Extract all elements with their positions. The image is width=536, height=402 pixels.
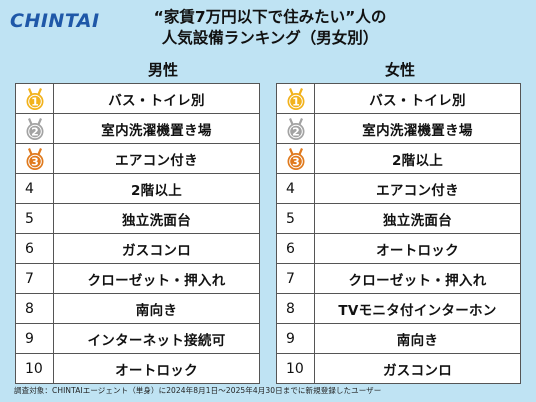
rank-number: 5 (286, 210, 295, 227)
rank-cell: 10 (276, 353, 315, 384)
table-row: 10 ガスコンロ (276, 353, 521, 384)
rank-cell: 9 (276, 323, 315, 354)
table-row: 1 バス・トイレ別 (15, 83, 260, 114)
rank-number: 10 (25, 360, 43, 377)
medal-number: 3 (292, 155, 300, 168)
medal-number: 2 (31, 125, 39, 138)
female-ranking-table: 1 バス・トイレ別 2 室内洗濯機置き場 3 2階以上 4 エアコン付き 5 独立洗面台 6 オートロ… (276, 83, 521, 384)
rank-cell: 3 (15, 143, 54, 174)
medal-number: 2 (292, 125, 300, 138)
rank-number: 8 (286, 300, 295, 317)
male-ranking-table: 1 バス・トイレ別 2 室内洗濯機置き場 3 エアコン付き 4 2階以上 5 独立洗面台 6 ガスコン… (15, 83, 260, 384)
facility-name: 南向き (314, 323, 521, 354)
title-line-2: 人気設備ランキング（男女別） (161, 29, 379, 47)
table-row: 9 インターネット接続可 (15, 323, 260, 354)
rank-cell: 7 (15, 263, 54, 294)
table-row: 8 南向き (15, 293, 260, 324)
rank-cell: 3 (276, 143, 315, 174)
facility-name: エアコン付き (53, 143, 260, 174)
facility-name: 独立洗面台 (53, 203, 260, 234)
facility-name: ガスコンロ (314, 353, 521, 384)
rank-number: 10 (286, 360, 304, 377)
facility-name: クローゼット・押入れ (314, 263, 521, 294)
rank-cell: 8 (276, 293, 315, 324)
table-row: 1 バス・トイレ別 (276, 83, 521, 114)
facility-name: TVモニタ付インターホン (314, 293, 521, 324)
rank-number: 9 (286, 330, 295, 347)
rank-number: 4 (286, 180, 295, 197)
medal-1-icon: 1 (287, 87, 304, 110)
table-row: 10 オートロック (15, 353, 260, 384)
rank-cell: 4 (276, 173, 315, 204)
medal-3-icon: 3 (26, 147, 43, 170)
table-row: 2 室内洗濯機置き場 (15, 113, 260, 144)
facility-name: 室内洗濯機置き場 (53, 113, 260, 144)
facility-name: オートロック (53, 353, 260, 384)
rank-number: 7 (25, 270, 34, 287)
facility-name: バス・トイレ別 (53, 83, 260, 114)
female-heading: 女性 (384, 61, 415, 79)
rank-cell: 1 (276, 83, 315, 114)
table-row: 4 エアコン付き (276, 173, 521, 204)
rank-cell: 5 (15, 203, 54, 234)
facility-name: エアコン付き (314, 173, 521, 204)
table-row: 4 2階以上 (15, 173, 260, 204)
table-row: 3 2階以上 (276, 143, 521, 174)
facility-name: バス・トイレ別 (314, 83, 521, 114)
rank-cell: 7 (276, 263, 315, 294)
table-row: 8 TVモニタ付インターホン (276, 293, 521, 324)
rank-number: 8 (25, 300, 34, 317)
facility-name: 独立洗面台 (314, 203, 521, 234)
table-row: 6 ガスコンロ (15, 233, 260, 264)
table-row: 3 エアコン付き (15, 143, 260, 174)
medal-2-icon: 2 (287, 117, 304, 140)
table-row: 7 クローゼット・押入れ (15, 263, 260, 294)
facility-name: インターネット接続可 (53, 323, 260, 354)
facility-name: 室内洗濯機置き場 (314, 113, 521, 144)
rank-cell: 8 (15, 293, 54, 324)
rank-number: 6 (25, 240, 34, 257)
facility-name: ガスコンロ (53, 233, 260, 264)
facility-name: クローゼット・押入れ (53, 263, 260, 294)
facility-name: 南向き (53, 293, 260, 324)
rank-number: 5 (25, 210, 34, 227)
table-row: 5 独立洗面台 (15, 203, 260, 234)
medal-2-icon: 2 (26, 117, 43, 140)
medal-3-icon: 3 (287, 147, 304, 170)
table-row: 2 室内洗濯機置き場 (276, 113, 521, 144)
medal-number: 3 (31, 155, 39, 168)
rank-cell: 1 (15, 83, 54, 114)
facility-name: 2階以上 (53, 173, 260, 204)
rank-number: 9 (25, 330, 34, 347)
rank-cell: 4 (15, 173, 54, 204)
rank-cell: 2 (276, 113, 315, 144)
table-row: 9 南向き (276, 323, 521, 354)
rank-cell: 10 (15, 353, 54, 384)
medal-number: 1 (31, 95, 39, 108)
title-line-1: “家賃7万円以下で住みたい”人の (153, 8, 387, 26)
rank-cell: 6 (15, 233, 54, 264)
table-row: 7 クローゼット・押入れ (276, 263, 521, 294)
table-row: 5 独立洗面台 (276, 203, 521, 234)
medal-1-icon: 1 (26, 87, 43, 110)
chintai-logo: CHINTAI (10, 10, 100, 32)
table-row: 6 オートロック (276, 233, 521, 264)
facility-name: オートロック (314, 233, 521, 264)
page-title: “家賃7万円以下で住みたい”人の 人気設備ランキング（男女別） (110, 7, 430, 49)
male-heading: 男性 (147, 61, 178, 79)
rank-number: 7 (286, 270, 295, 287)
rank-cell: 9 (15, 323, 54, 354)
rank-cell: 2 (15, 113, 54, 144)
rank-cell: 6 (276, 233, 315, 264)
rank-number: 4 (25, 180, 34, 197)
footnote: 調査対象：CHINTAIエージェント（単身）に2024年8月1日～2025年4月… (14, 386, 382, 395)
rank-cell: 5 (276, 203, 315, 234)
facility-name: 2階以上 (314, 143, 521, 174)
medal-number: 1 (292, 95, 300, 108)
rank-number: 6 (286, 240, 295, 257)
